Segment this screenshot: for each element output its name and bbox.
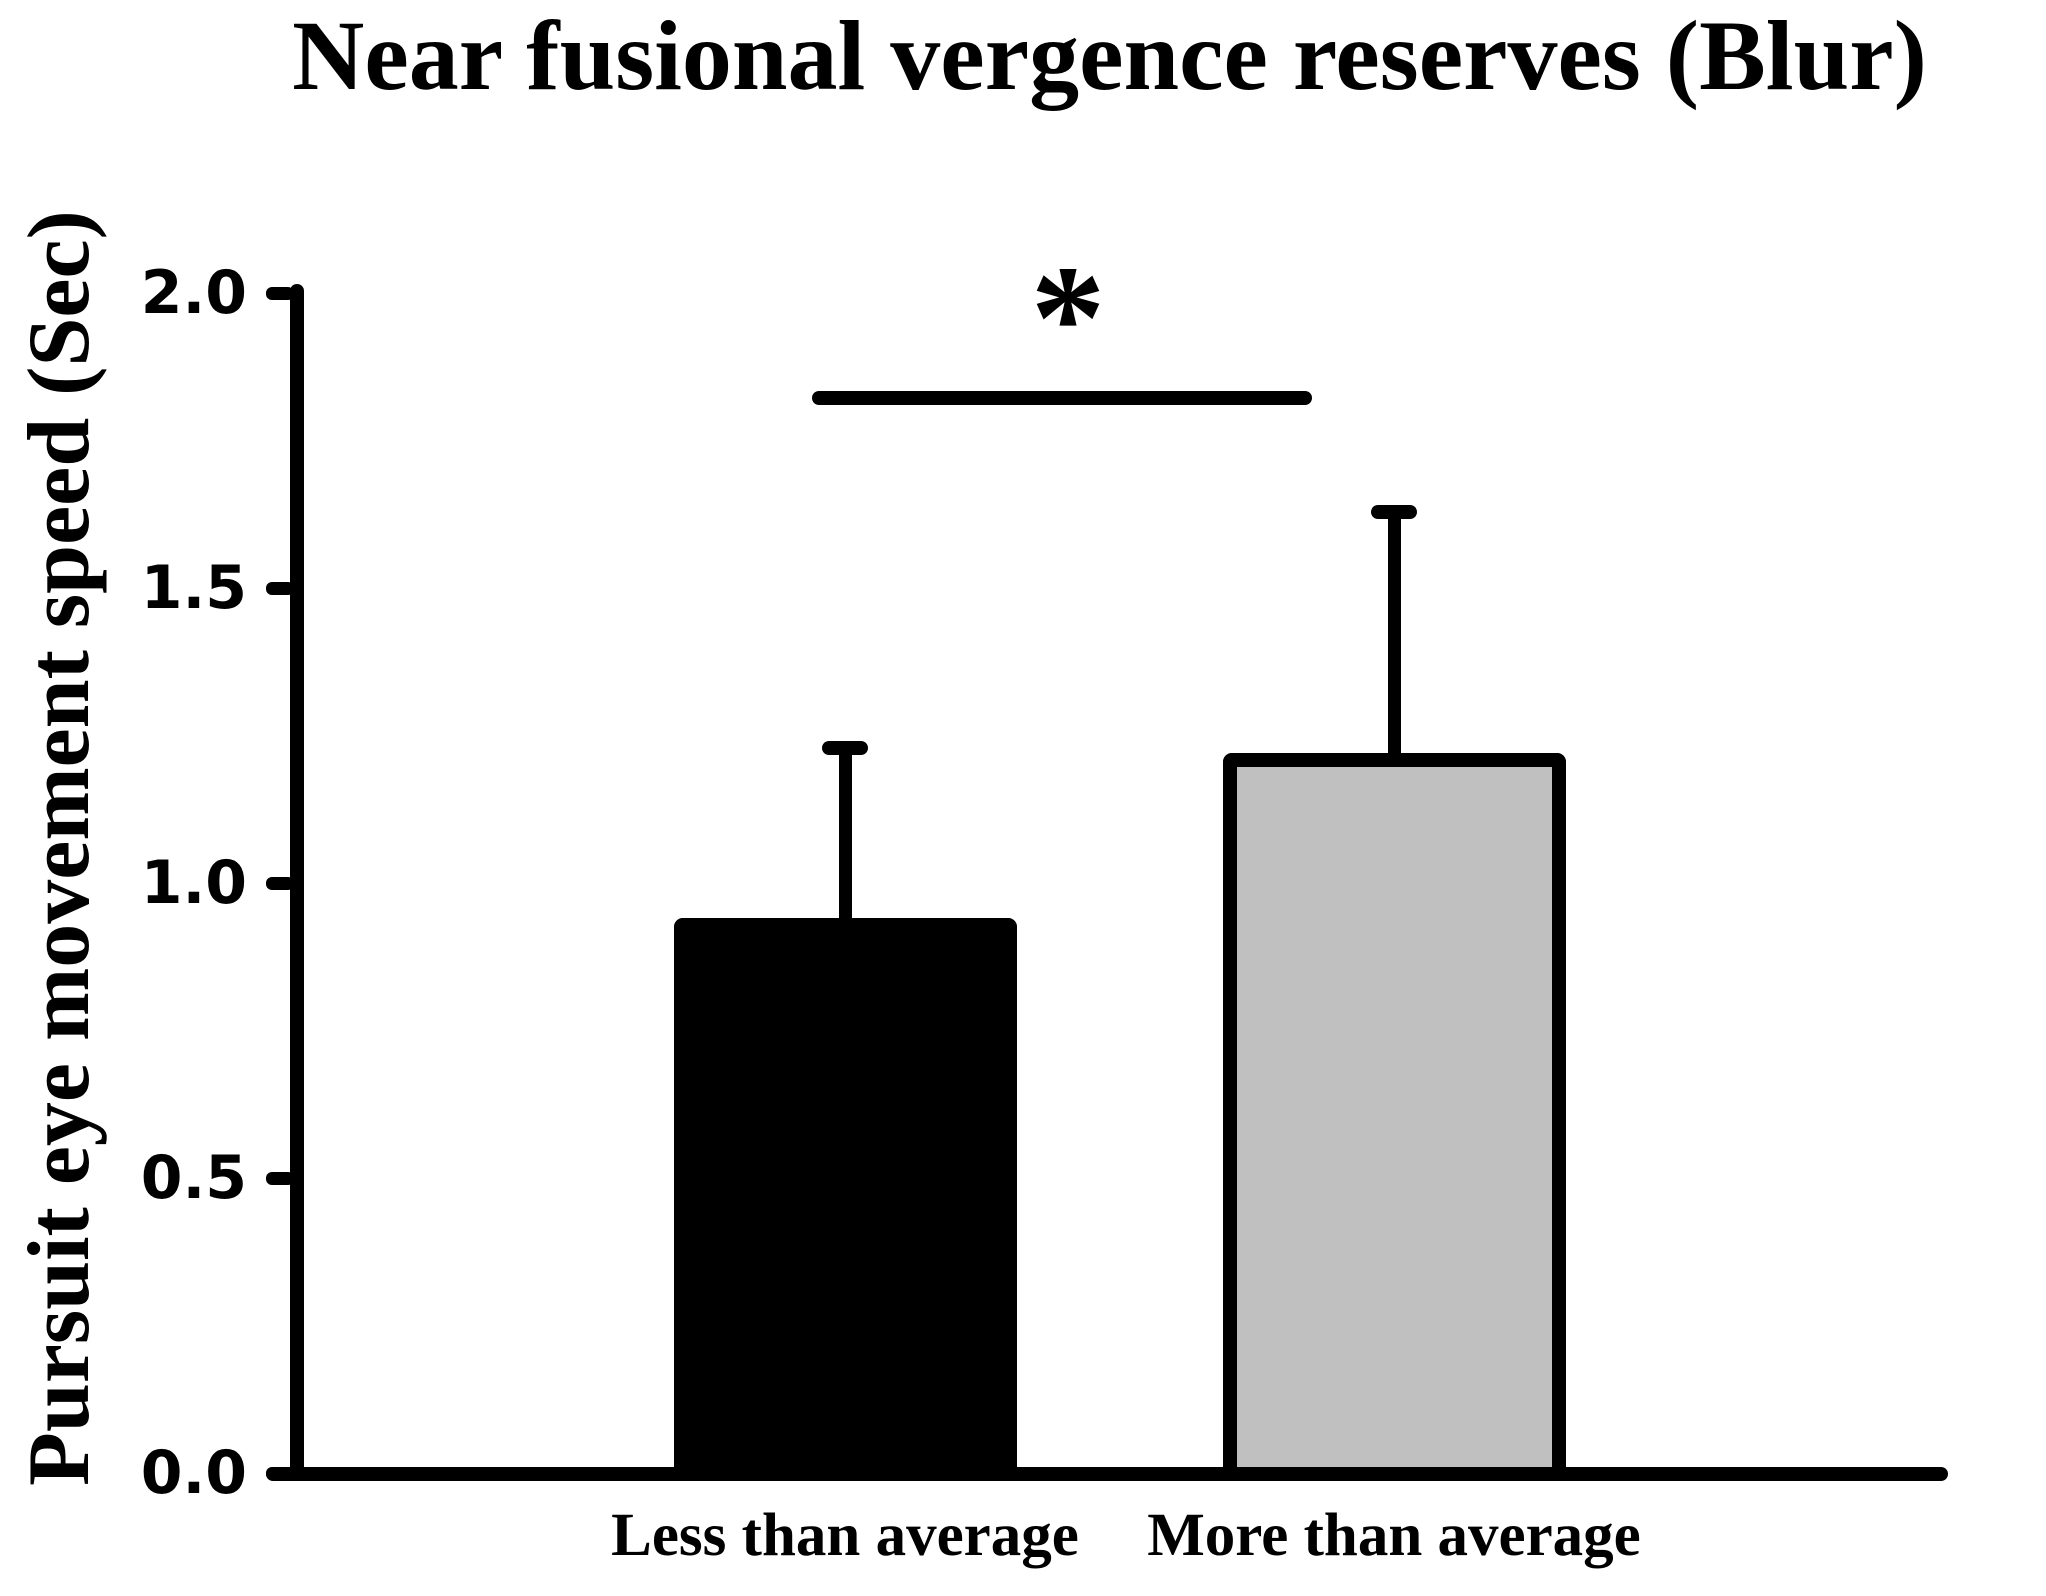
y-tick-label-0.0: 0.0 [140, 1438, 247, 1508]
y-tick-label-1.5: 1.5 [140, 553, 247, 623]
significance-asterisk: * [1030, 235, 1106, 401]
significance-bracket-line [812, 391, 1312, 405]
bar-more-than-average [1222, 753, 1566, 1481]
x-axis-line [266, 1467, 1948, 1481]
bar-less-than-average [673, 918, 1017, 1481]
error-bar-cap-less-than-average [822, 741, 868, 755]
x-category-label-more-than-average: More than average [1147, 1502, 1641, 1569]
y-tick-mark-0.5 [266, 1172, 294, 1185]
y-tick-mark-1.0 [266, 877, 294, 890]
y-tick-mark-1.5 [266, 582, 294, 595]
error-bar-cap-more-than-average [1371, 505, 1417, 519]
y-tick-mark-2.0 [266, 287, 294, 300]
y-tick-label-2.0: 2.0 [140, 258, 247, 328]
error-bar-line-more-than-average [1388, 512, 1401, 753]
y-tick-label-0.5: 0.5 [140, 1143, 247, 1213]
y-tick-label-1.0: 1.0 [140, 848, 247, 918]
chart-title: Near fusional vergence reserves (Blur) [292, 0, 1927, 111]
y-axis-line [290, 284, 304, 1481]
x-category-label-less-than-average: Less than average [611, 1502, 1079, 1569]
error-bar-line-less-than-average [839, 748, 852, 918]
